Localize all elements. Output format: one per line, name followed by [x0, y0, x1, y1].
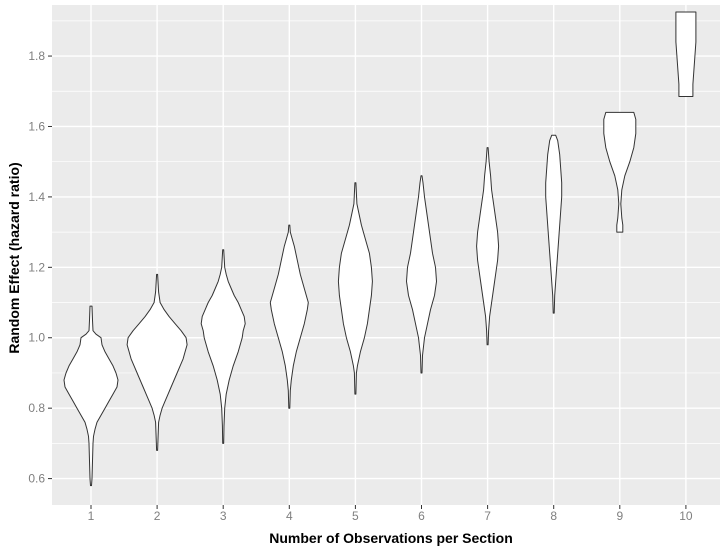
y-tick-label: 1.0 — [28, 331, 45, 345]
y-tick-label: 0.6 — [28, 472, 45, 486]
x-tick-label: 3 — [220, 509, 227, 523]
violin-3 — [200, 249, 246, 444]
x-tick-label: 6 — [418, 509, 425, 523]
violin-9 — [603, 111, 637, 233]
violin-1 — [63, 305, 119, 487]
x-tick-label: 4 — [286, 509, 293, 523]
x-tick-label: 9 — [616, 509, 623, 523]
violin-6 — [406, 175, 437, 374]
violin-5 — [337, 182, 373, 395]
plot-panel — [52, 5, 720, 505]
x-tick-label: 8 — [550, 509, 557, 523]
x-tick-label: 7 — [484, 509, 491, 523]
y-tick-label: 1.2 — [28, 260, 45, 274]
x-tick-label: 5 — [352, 509, 359, 523]
violin-2 — [126, 273, 188, 451]
violin-10 — [675, 11, 697, 97]
y-axis-title: Random Effect (hazard ratio) — [6, 162, 22, 353]
violin-8 — [545, 134, 563, 314]
y-tick-label: 1.8 — [28, 49, 45, 63]
y-tick-label: 0.8 — [28, 401, 45, 415]
violin-4 — [269, 224, 309, 409]
x-tick-label: 2 — [154, 509, 161, 523]
y-tick-label: 1.6 — [28, 119, 45, 133]
x-axis-ticks: 1 2 3 4 5 6 7 8 9 10 — [88, 505, 693, 523]
y-tick-label: 1.4 — [28, 190, 45, 204]
y-axis-ticks: 0.6 0.8 1.0 1.2 1.4 1.6 1.8 — [28, 49, 52, 486]
x-tick-label: 1 — [88, 509, 95, 523]
x-tick-label: 10 — [679, 509, 693, 523]
violins — [63, 11, 697, 487]
violin-7 — [476, 147, 500, 346]
x-axis-title: Number of Observations per Section — [269, 530, 513, 546]
